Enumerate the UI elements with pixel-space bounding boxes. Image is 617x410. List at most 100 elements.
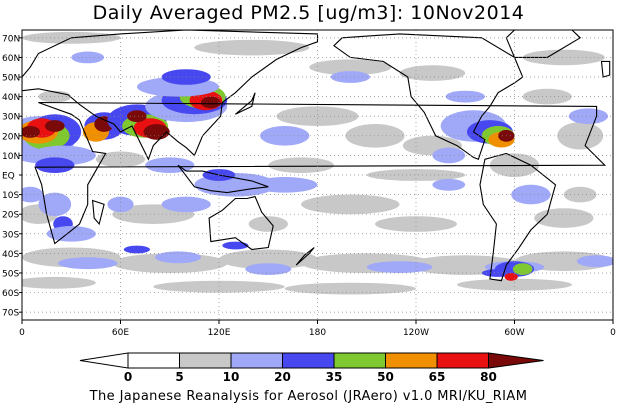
pm25-region [457, 278, 572, 291]
y-tick-label: 40N [2, 93, 20, 103]
colorbar-bin [385, 352, 438, 369]
pm25-region [375, 216, 457, 232]
x-tick-label: 180 [309, 328, 326, 338]
pm25-region [155, 251, 201, 264]
x-tick-label: 60W [504, 328, 524, 338]
pm25-region [45, 120, 65, 132]
pm25-region [260, 126, 310, 146]
coastline [177, 164, 269, 194]
colorbar-tick-label: 80 [480, 370, 497, 384]
pm25-region [161, 196, 211, 213]
x-tick-label: 120E [208, 328, 231, 338]
pm25-region [522, 88, 572, 105]
x-tick-label: 0 [19, 328, 25, 338]
pm25-region [284, 282, 416, 295]
pm25-region [123, 245, 150, 254]
colorbar: 0 5 10 20 35 50 65 80 [79, 352, 544, 384]
pm25-region [218, 249, 318, 270]
colorbar-tick-label: 0 [124, 370, 132, 384]
colorbar-bin [79, 352, 129, 369]
colorbar-bin [230, 352, 283, 369]
pm25-region [245, 263, 292, 275]
x-tick-label: 60E [112, 328, 129, 338]
x-tick-label: 0 [610, 328, 616, 338]
colorbar-bin [282, 352, 335, 369]
pm25-region [201, 96, 221, 109]
pm25-region [301, 194, 400, 215]
source-credit: The Japanese Reanalysis for Aerosol (JRA… [89, 389, 528, 404]
colorbar-tick-label: 35 [326, 370, 343, 384]
pm25-region [58, 257, 118, 270]
pm25-region [522, 49, 605, 66]
gridlines [22, 30, 613, 320]
coastline [22, 30, 319, 161]
y-tick-label: 60S [2, 289, 19, 299]
pm25-region [145, 157, 195, 173]
colorbar-bin [436, 352, 489, 369]
pm25-region [432, 147, 466, 164]
coastline [333, 33, 524, 161]
pm25-region [248, 216, 288, 232]
y-tick-label: 50N [2, 74, 20, 84]
colorbar-bin [127, 352, 180, 369]
y-tick-label: EQ [2, 172, 15, 182]
pm25-region [366, 261, 433, 273]
colorbar-tick-label: 65 [429, 370, 446, 384]
pm25-region [534, 208, 594, 228]
y-tick-label: 40S [2, 250, 19, 260]
coastlines [22, 30, 611, 282]
y-tick-label: 20N [2, 132, 20, 142]
chart-title: Daily Averaged PM2.5 [ug/m3]: 10Nov2014 [92, 2, 525, 24]
y-tick-label: 10N [2, 152, 20, 162]
colorbar-tick-label: 20 [274, 370, 291, 384]
pm25-region [309, 59, 392, 75]
y-axis: 70S 60S 50S 40S 30S 20S 10S EQ 10N 20N 30N 40N 50N 60… [2, 34, 22, 319]
colorbar-bin [333, 352, 386, 369]
pm25-region [568, 108, 609, 124]
x-axis: 0 60E 120E 180 120W 60W 0 [19, 320, 616, 338]
pm25-region [38, 192, 72, 217]
pm25-region [22, 276, 96, 289]
pm25-region [512, 263, 533, 275]
coastline [479, 152, 557, 282]
pm25-region [127, 110, 147, 123]
coastline [208, 195, 274, 251]
y-tick-label: 50S [2, 269, 19, 279]
y-tick-label: 10S [2, 191, 19, 201]
y-tick-label: 60N [2, 54, 20, 64]
pm25-region [504, 273, 518, 281]
pm25-region [22, 186, 44, 203]
coastline [295, 247, 315, 266]
colorbar-tick-label: 5 [175, 370, 183, 384]
y-tick-label: 20S [2, 211, 19, 221]
colorbar-bin [179, 352, 232, 369]
colorbar-tick-label: 50 [377, 370, 394, 384]
pm25-region [107, 196, 134, 213]
pm25-region [46, 226, 96, 242]
pm25-field [22, 31, 613, 295]
coastline [34, 101, 607, 245]
y-tick-label: 30S [2, 230, 19, 240]
pm25-region [563, 186, 597, 203]
coastline [91, 199, 105, 226]
pm25-region [268, 157, 334, 173]
y-tick-label: 70N [2, 34, 20, 44]
pm25-region [276, 106, 359, 126]
pm25-region [445, 90, 485, 103]
pm25-region [194, 39, 310, 56]
coastline [600, 60, 611, 78]
colorbar-tick-label: 10 [223, 370, 240, 384]
pm25-region [35, 157, 75, 173]
pm25-region [576, 255, 613, 268]
pm25-region [222, 241, 249, 250]
pm25-region [95, 151, 146, 168]
pm25-region [557, 122, 604, 150]
coastline [235, 92, 256, 115]
pm25-region [432, 178, 466, 191]
x-tick-label: 120W [403, 328, 429, 338]
y-tick-label: 70S [2, 309, 19, 319]
pm25-region [71, 51, 105, 64]
pm25-region [251, 177, 318, 193]
pm25-region [399, 65, 466, 81]
